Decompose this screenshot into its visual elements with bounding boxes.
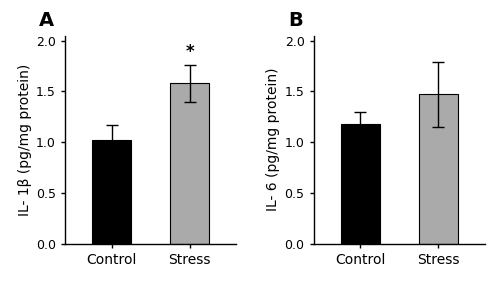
Text: B: B <box>288 11 302 30</box>
Text: A: A <box>40 11 54 30</box>
Text: *: * <box>186 43 194 61</box>
Bar <box>419 94 458 244</box>
Bar <box>341 124 380 244</box>
Bar <box>170 83 209 244</box>
Y-axis label: IL- 1β (pg/mg protein): IL- 1β (pg/mg protein) <box>18 64 32 216</box>
Bar <box>92 140 131 244</box>
Y-axis label: IL- 6 (pg/mg protein): IL- 6 (pg/mg protein) <box>266 68 280 211</box>
